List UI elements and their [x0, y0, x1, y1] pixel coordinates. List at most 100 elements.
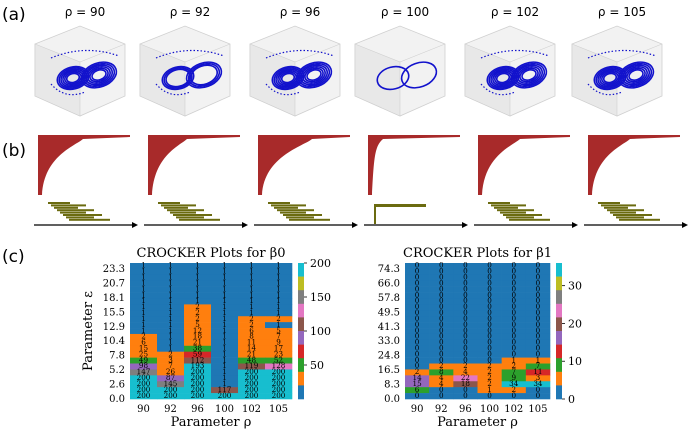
heat-cell-label: 2	[487, 361, 492, 370]
heat-cell	[429, 375, 454, 382]
heat-cell-label: 0	[536, 290, 541, 299]
heat-cell	[477, 292, 502, 299]
heat-cell-label: 6	[141, 338, 146, 347]
heat-cell-label: 1	[168, 308, 173, 317]
heat-cell	[477, 357, 502, 364]
heat-cell	[130, 381, 158, 388]
attractor-loop	[84, 64, 114, 86]
heat-cell-label: 0	[415, 332, 420, 341]
heat-cell	[477, 375, 502, 382]
heat-cell-label: 200	[245, 379, 259, 388]
attractor-loop	[495, 72, 511, 84]
heat-cell	[265, 381, 293, 388]
heat-cell-label: 0	[536, 332, 541, 341]
heat-cell-label: 1	[276, 273, 281, 282]
heat-cell-label: 34	[509, 379, 519, 388]
heat-cell	[405, 339, 430, 347]
y-tick-label: 49.5	[378, 307, 400, 318]
b1-bar	[57, 209, 94, 212]
heat-cell-label: 4	[439, 379, 444, 388]
heat-cell	[265, 387, 293, 394]
heat-cell	[429, 268, 454, 276]
heat-cell	[184, 274, 212, 282]
axis-arrow	[462, 222, 468, 228]
heat-cell	[130, 298, 158, 305]
b1-bar	[54, 206, 78, 209]
y-tick-label: 15.5	[103, 307, 125, 318]
heat-cell	[238, 328, 266, 335]
heat-cell	[405, 351, 430, 358]
heat-cell	[453, 298, 478, 305]
heat-cell-label: 0	[511, 278, 516, 287]
heat-cell-label: 0	[487, 308, 492, 317]
b1-bar	[51, 204, 86, 207]
heat-cell-label: 1	[195, 273, 200, 282]
heat-cell-label: 2	[276, 314, 281, 323]
heat-cell-label: 0	[511, 284, 516, 293]
heat-cell	[238, 263, 266, 270]
heat-cell	[265, 274, 293, 282]
heat-cell-label: 1	[168, 278, 173, 287]
heat-cell	[429, 345, 454, 352]
heat-cell	[501, 268, 527, 276]
colorbar-tick-label: 150	[310, 291, 331, 304]
heat-cell-label: 6	[249, 326, 254, 335]
heat-cell-label: 1	[249, 290, 254, 299]
heat-cell	[453, 310, 478, 317]
heat-cell	[477, 333, 502, 341]
heat-cell	[130, 387, 158, 394]
heat-cell	[157, 304, 185, 311]
heatmap-0: 1 1 1 1 1 11 1 1 1 1 11 1 1 1 1 11 1 1 1 1 11 1 1 1 1 11 1 1 1 1 11 1 1 1…	[81, 246, 331, 430]
heat-cell	[238, 268, 266, 276]
attractor-loop	[490, 68, 516, 88]
heat-cell-label: 200	[191, 379, 205, 388]
heat-cell-label: 0	[511, 349, 516, 358]
colorbar-segment	[556, 263, 562, 277]
attractor-outer	[480, 49, 550, 59]
heat-cell-label: 119	[245, 361, 259, 370]
heat-cell-label: 0	[463, 267, 468, 276]
b1-bar	[506, 216, 534, 219]
y-tick-label: 5.2	[109, 365, 125, 376]
colorbar-segment	[556, 303, 562, 318]
heat-cell	[501, 363, 527, 370]
heat-cell	[238, 280, 266, 287]
heat-cell-label: 1	[222, 326, 227, 335]
rho-title-100: ρ = 100	[381, 5, 429, 19]
y-tick-label: 66.0	[378, 278, 400, 289]
heat-cell	[429, 339, 454, 347]
heat-cell	[453, 268, 478, 276]
heat-cell	[525, 375, 551, 382]
heat-cell-label: 0	[536, 314, 541, 323]
heat-cell-label: 1	[141, 302, 146, 311]
heat-cell-label: 0	[463, 343, 468, 352]
heat-cell	[265, 286, 293, 293]
b1-bar	[179, 218, 220, 221]
heat-cell-label: 0	[415, 296, 420, 305]
colorbar-segment	[298, 290, 304, 305]
heat-cell-label: 1	[222, 355, 227, 364]
heat-cell	[211, 351, 239, 358]
heat-cell-label: 0	[536, 267, 541, 276]
heat-cell-label: 0	[511, 314, 516, 323]
heat-cell-label: 1	[276, 261, 281, 270]
b1-bar	[286, 216, 314, 219]
heat-cell-label: 0	[511, 261, 516, 270]
heat-cell	[453, 339, 478, 347]
heat-cell-label: 98	[139, 361, 149, 370]
heat-cell-label: 26	[166, 367, 176, 376]
heat-cell	[157, 316, 185, 323]
heat-cell-label: 6	[415, 385, 420, 394]
heat-cell	[184, 339, 212, 347]
heat-cell	[265, 280, 293, 287]
x-tick-label: 90	[137, 404, 150, 415]
heat-cell	[130, 263, 158, 270]
heat-cell	[525, 310, 551, 317]
heat-cell	[501, 381, 527, 388]
heat-cell	[238, 357, 266, 364]
heat-cell-label: 0	[487, 391, 492, 400]
heat-cell	[453, 393, 478, 400]
heat-cell-label: 2	[439, 361, 444, 370]
heat-cell-label: 1	[141, 296, 146, 305]
heat-cell-label: 0	[487, 355, 492, 364]
